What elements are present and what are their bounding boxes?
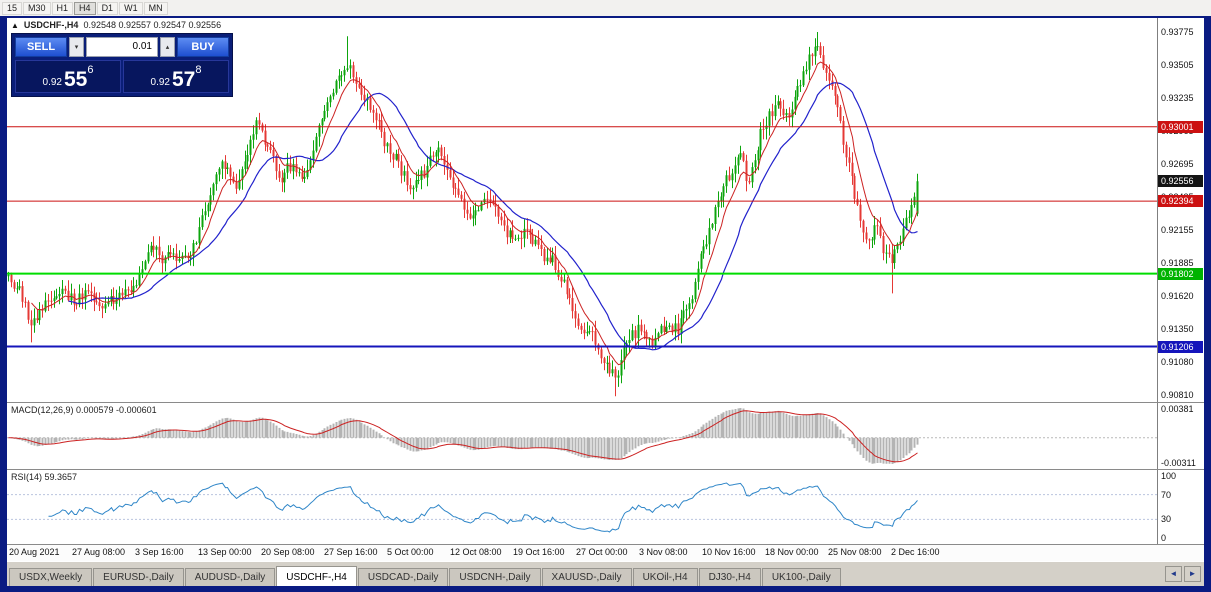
price-axis[interactable]: 0.937750.935050.932350.929650.926950.924… [1157,18,1204,402]
sell-price-big: 55 [63,68,88,91]
price-tick: 0.92695 [1161,159,1194,170]
rsi-level-label: 0 [1161,533,1167,543]
rsi-label: RSI(14) 59.3657 [11,472,78,482]
time-label: 3 Sep 16:00 [135,547,184,557]
sell-price[interactable]: 0.92 55 6 [15,60,121,93]
rsi-axis[interactable]: 100 70 30 0 [1157,470,1204,544]
time-label: 25 Nov 08:00 [828,547,882,557]
time-label: 2 Dec 16:00 [891,547,940,557]
tf-d1-button[interactable]: D1 [96,1,119,15]
chart-tab-dj30-h4[interactable]: DJ30-,H4 [698,568,761,586]
buy-button[interactable]: BUY [177,37,229,57]
macd-max-label: 0.00381 [1161,404,1194,414]
chart-tab-usdx-weekly[interactable]: USDX,Weekly [9,568,93,586]
price-badge-0.91802: 0.91802 [1158,267,1203,280]
rsi-level-label: 70 [1161,489,1172,500]
buy-price-prefix: 0.92 [150,77,170,88]
chart-tab-ukoil-h4[interactable]: UKOil-,H4 [632,568,698,586]
price-tick: 0.91080 [1161,356,1194,367]
tf-m15-button[interactable]: 15 [2,1,23,15]
price-tick: 0.91885 [1161,258,1194,269]
chart-tab-usdcad-daily[interactable]: USDCAD-,Daily [357,568,449,586]
macd-pane: 0.00381 -0.00311 MACD(12,26,9) 0.000579 … [7,403,1204,469]
tf-h4-button[interactable]: H4 [74,1,96,15]
price-tick: 0.90810 [1161,390,1194,400]
volume-increase-button[interactable]: ▴ [160,37,175,57]
price-tick: 0.92155 [1161,225,1194,236]
sell-price-prefix: 0.92 [42,77,62,88]
macd-label: MACD(12,26,9) 0.000579 -0.000601 [11,405,157,415]
time-axis[interactable]: 20 Aug 2021 27 Aug 08:00 3 Sep 16:00 13 Sep… [7,545,1204,561]
pane-separator[interactable] [7,402,1204,403]
timeframe-toolbar: 15 M30 H1 H4 D1 W1 MN [0,0,1211,17]
time-label: 3 Nov 08:00 [639,547,688,557]
time-label: 27 Aug 08:00 [72,547,126,557]
buy-price-big: 57 [171,68,196,91]
ohlc-values: 0.92548 0.92557 0.92547 0.92556 [83,20,222,30]
trade-panel-toggle-icon[interactable]: ▲ [11,20,19,30]
tabs-scroll-right-button[interactable]: ► [1184,566,1201,582]
time-label: 20 Sep 08:00 [261,547,315,557]
time-label: 5 Oct 00:00 [387,547,434,557]
tf-m30-button[interactable]: M30 [23,1,51,15]
price-badge-0.93001: 0.93001 [1158,120,1203,133]
one-click-trading-panel: SELL ▾ 0.01 ▴ BUY 0.92 55 6 0.92 57 8 [11,33,233,97]
volume-decrease-button[interactable]: ▾ [69,37,84,57]
time-label: 19 Oct 16:00 [513,547,565,557]
chart-window: 0.937750.935050.932350.929650.926950.924… [0,16,1211,592]
price-tick: 0.93775 [1161,27,1194,37]
time-label: 10 Nov 16:00 [702,547,756,557]
rsi-pane: 100 70 30 0 RSI(14) 59.3657 [7,470,1204,544]
time-label: 12 Oct 08:00 [450,547,502,557]
chart-tabs-bar: USDX,Weekly EURUSD-,Daily AUDUSD-,Daily USD… [7,561,1204,586]
chart-tab-xauusd-daily[interactable]: XAUUSD-,Daily [541,568,632,586]
rsi-chart[interactable] [7,470,1158,544]
pane-separator[interactable] [7,469,1204,470]
time-label: 20 Aug 2021 [9,547,60,557]
main-chart-pane: 0.937750.935050.932350.929650.926950.924… [7,18,1204,402]
price-tick: 0.93235 [1161,93,1194,104]
rsi-level-label: 30 [1161,514,1172,525]
macd-chart[interactable] [7,403,1158,469]
price-tick: 0.91620 [1161,290,1194,301]
chart-tab-audusd-daily[interactable]: AUDUSD-,Daily [184,568,276,586]
chart-tab-uk100-daily[interactable]: UK100-,Daily [761,568,841,586]
tf-h1-button[interactable]: H1 [51,1,74,15]
price-badge-0.92556: 0.92556 [1158,175,1203,188]
price-badge-0.91206: 0.91206 [1158,340,1203,353]
tf-w1-button[interactable]: W1 [119,1,143,15]
volume-input[interactable]: 0.01 [86,37,158,57]
chart-tab-eurusd-daily[interactable]: EURUSD-,Daily [93,568,184,586]
buy-price-pip: 8 [195,64,202,76]
macd-min-label: -0.00311 [1161,458,1196,468]
sell-price-pip: 6 [87,64,94,76]
chart-tab-usdcnh-daily[interactable]: USDCNH-,Daily [449,568,541,586]
time-label: 13 Sep 00:00 [198,547,252,557]
symbol-label: USDCHF-,H4 [23,20,79,30]
chart-tab-usdchf-h4[interactable]: USDCHF-,H4 [276,566,357,586]
price-tick: 0.93505 [1161,60,1194,71]
time-label: 27 Oct 00:00 [576,547,628,557]
tf-mn-button[interactable]: MN [143,1,168,15]
candlestick-chart[interactable] [7,18,1158,402]
rsi-level-label: 100 [1161,471,1177,481]
chart-title: ▲ USDCHF-,H4 0.92548 0.92557 0.92547 0.9… [11,20,221,30]
price-tick: 0.91350 [1161,323,1194,334]
buy-price[interactable]: 0.92 57 8 [123,60,229,93]
sell-button[interactable]: SELL [15,37,67,57]
time-label: 27 Sep 16:00 [324,547,378,557]
macd-axis[interactable]: 0.00381 -0.00311 [1157,403,1204,469]
price-badge-0.92394: 0.92394 [1158,195,1203,208]
pane-separator [7,544,1204,545]
time-label: 18 Nov 00:00 [765,547,819,557]
tabs-scroll-left-button[interactable]: ◄ [1165,566,1182,582]
